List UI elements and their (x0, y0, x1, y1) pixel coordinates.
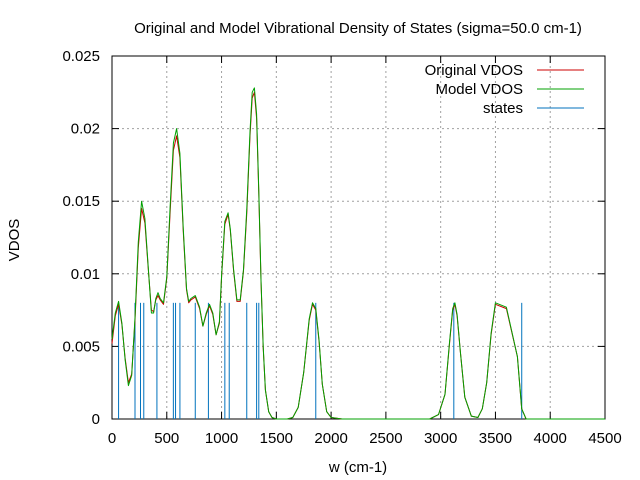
x-tick-label: 2000 (314, 430, 347, 447)
chart-title: Original and Model Vibrational Density o… (134, 20, 582, 37)
series (111, 87, 605, 420)
legend-label: Original VDOS (425, 62, 523, 79)
x-tick-label: 3500 (479, 430, 512, 447)
y-tick-label: 0.01 (71, 266, 100, 283)
x-axis-ticks: 0 500 1000 1500 2000 2500 3000 3500 4000 4500 (108, 56, 622, 447)
series-line-original-vdos (111, 91, 605, 420)
x-tick-label: 4500 (588, 430, 621, 447)
plot-border (111, 55, 606, 420)
legend: Original VDOS Model VDOS states (425, 62, 584, 117)
grid (112, 56, 605, 419)
legend-label: Model VDOS (435, 81, 523, 98)
y-tick-label: 0 (92, 411, 100, 428)
legend-label: states (483, 100, 523, 117)
x-tick-label: 2500 (369, 430, 402, 447)
x-tick-label: 0 (108, 430, 116, 447)
y-tick-label: 0.015 (62, 193, 100, 210)
x-tick-label: 1500 (260, 430, 293, 447)
x-tick-label: 500 (154, 430, 179, 447)
y-tick-label: 0.005 (62, 338, 100, 355)
y-tick-label: 0.02 (71, 121, 100, 138)
y-tick-label: 0.025 (62, 48, 100, 65)
x-tick-label: 1000 (205, 430, 238, 447)
y-axis-label: VDOS (6, 219, 23, 262)
series-line-model-vdos (111, 87, 605, 420)
x-tick-label: 3000 (424, 430, 457, 447)
y-axis-ticks: 0 0.005 0.01 0.015 0.02 0.025 (62, 48, 605, 428)
series-states (118, 302, 523, 419)
x-axis-label: w (cm-1) (328, 459, 387, 476)
x-tick-label: 4000 (534, 430, 567, 447)
